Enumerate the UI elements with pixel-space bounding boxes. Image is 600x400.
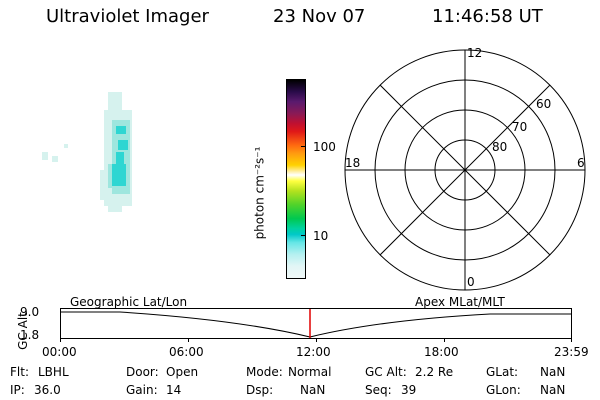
auroral-image [42,92,132,212]
orbit-right-title: Apex MLat/MLT [415,295,505,309]
info-value-flt: LBHL [38,365,69,379]
info-key-gain: Gain: [126,383,158,397]
mlt-label-dawn: 6 [577,156,585,170]
x-tick [444,338,445,342]
info-key-glon: GLon: [486,383,521,397]
x-tick-label: 18:00 [424,345,459,359]
date-label: 23 Nov 07 [273,6,366,27]
info-key-dsp: Dsp: [246,383,274,397]
lat-label: 60 [536,97,552,111]
x-tick-label: 06:00 [169,345,204,359]
colorbar-tick-label: 10 [313,229,329,243]
info-value-seq: 39 [401,383,417,397]
info-value-ip: 36.0 [34,383,61,397]
x-tick [188,338,189,342]
altitude-curve [60,311,571,338]
x-tick [571,338,572,342]
orbit-y-tick-label: 9.0 [20,305,40,319]
intensity-colorbar [286,79,306,279]
colorbar-unit-label: photon cm⁻²s⁻¹ [252,146,267,240]
x-tick-label: 12:00 [296,345,331,359]
mlt-label-midnight: 0 [467,275,475,289]
mlt-label-dusk: 18 [345,156,361,170]
lat-label: 70 [512,120,528,134]
info-value-gcalt: 2.2 Re [415,365,454,379]
info-key-gcalt: GC Alt: [365,365,407,379]
time-label: 11:46:58 UT [432,6,543,27]
colorbar-tick [301,146,306,147]
info-key-seq: Seq: [365,383,392,397]
x-tick-label: 23:59 [554,345,589,359]
info-key-flt: Flt: [10,365,29,379]
info-value-dsp: NaN [300,383,326,397]
orbit-left-title: Geographic Lat/Lon [70,295,188,309]
info-value-glon: NaN [540,383,566,397]
mlt-label-noon: 12 [467,46,483,60]
info-value-door: Open [166,365,199,379]
x-tick [316,338,317,342]
x-tick [60,338,61,342]
orbit-y-tick-label: 1.8 [20,328,40,342]
polar-plot [344,49,586,291]
info-value-gain: 14 [166,383,182,397]
info-value-mode: Normal [288,365,332,379]
instrument-title: Ultraviolet Imager [46,6,209,27]
info-key-door: Door: [126,365,159,379]
bright-emission [112,126,128,186]
x-tick-label: 00:00 [42,345,77,359]
mlt-line-diag-2 [379,84,551,256]
orbit-plot [60,308,572,339]
colorbar-tick-label: 100 [313,140,336,154]
info-key-glat: GLat: [486,365,519,379]
lat-label: 80 [492,140,508,154]
info-value-glat: NaN [540,365,566,379]
info-key-mode: Mode: [246,365,283,379]
colorbar-tick [301,235,306,236]
info-key-ip: IP: [10,383,25,397]
